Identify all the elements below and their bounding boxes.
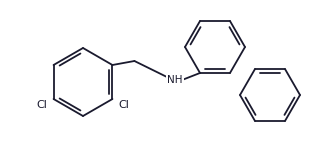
Text: Cl: Cl bbox=[118, 100, 129, 111]
Text: NH: NH bbox=[167, 75, 183, 85]
Text: Cl: Cl bbox=[37, 100, 48, 111]
